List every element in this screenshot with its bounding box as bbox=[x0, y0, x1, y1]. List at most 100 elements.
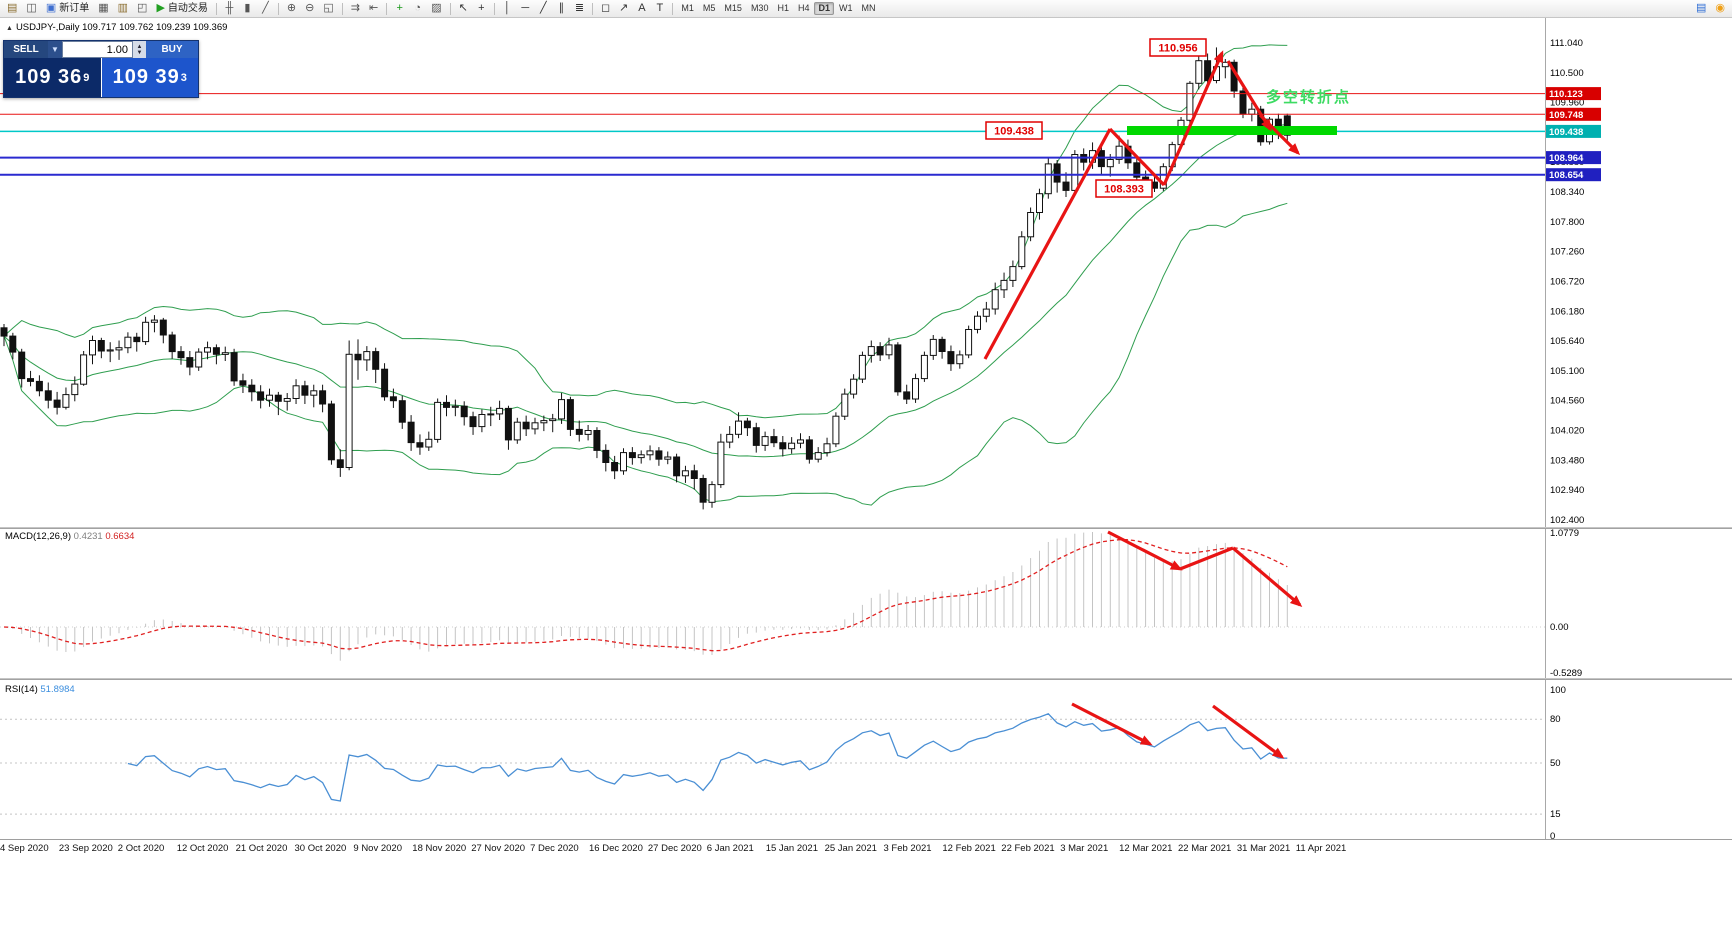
macd-indicator-pane[interactable]: 1.0779 0.00 -0.5289 bbox=[0, 529, 1732, 678]
date-label: 11 Apr 2021 bbox=[1295, 843, 1347, 854]
navigator-button[interactable]: ◰ bbox=[133, 1, 151, 16]
svg-text:109.960: 109.960 bbox=[1550, 98, 1584, 109]
buy-price-pips: 3 bbox=[180, 71, 187, 84]
timeframe-d1-button[interactable]: D1 bbox=[814, 2, 834, 15]
chart-shift-icon: ⇤ bbox=[368, 2, 379, 14]
timeframe-m1-button[interactable]: M1 bbox=[681, 3, 694, 13]
channel-tool-button[interactable]: ∥ bbox=[553, 1, 570, 16]
price-scale[interactable] bbox=[1546, 18, 1732, 855]
zoom-in-icon: ⊕ bbox=[286, 2, 297, 14]
bars-type-button[interactable]: ╫ bbox=[221, 1, 238, 16]
arrows-tool-button[interactable]: ↗ bbox=[615, 1, 632, 16]
new-order-button[interactable]: ▣ 新订单 bbox=[42, 1, 93, 16]
candles-type-button[interactable]: ▮ bbox=[239, 1, 256, 16]
trendline-tool-icon: ╱ bbox=[540, 2, 547, 14]
time-scale[interactable]: 4 Sep 2020 23 Sep 2020 2 Oct 2020 12 Oct 20… bbox=[0, 839, 1732, 856]
templates-button[interactable]: ▨ bbox=[427, 1, 445, 16]
indicators-button[interactable]: + bbox=[391, 1, 408, 16]
profiles-button[interactable]: ◫ bbox=[22, 1, 40, 16]
timeframe-m5-button[interactable]: M5 bbox=[702, 3, 716, 13]
timeframe-h1-button[interactable]: H1 bbox=[777, 3, 789, 13]
date-label: 27 Nov 2020 bbox=[471, 843, 526, 854]
chart-shift-button[interactable]: ⇤ bbox=[365, 1, 382, 16]
label-tool-icon: T bbox=[656, 2, 664, 14]
pane-separator[interactable] bbox=[0, 678, 1732, 680]
periods-button[interactable]: ◔ bbox=[409, 1, 426, 16]
svg-text:110.500: 110.500 bbox=[1550, 68, 1584, 79]
market-watch-icon: ▦ bbox=[98, 2, 109, 14]
sell-price-pips: 9 bbox=[83, 71, 90, 84]
timeframe-mn-button[interactable]: MN bbox=[861, 3, 876, 13]
quotes-button[interactable]: ▤ bbox=[1692, 1, 1710, 16]
svg-text:106.180: 106.180 bbox=[1550, 306, 1584, 317]
svg-text:108.964: 108.964 bbox=[1549, 153, 1584, 164]
tile-windows-button[interactable]: ◱ bbox=[319, 1, 337, 16]
toolbar-separator bbox=[592, 2, 594, 15]
price-chart-pane[interactable]: 110.956 109.438 108.393 多空转折点 111.040 110.500… bbox=[0, 18, 1732, 529]
trade-options-dropdown[interactable]: ▼ bbox=[48, 41, 62, 58]
vline-tool-button[interactable]: │ bbox=[499, 1, 516, 16]
navigator-icon: ◰ bbox=[137, 2, 148, 14]
trendline-tool-button[interactable]: ╱ bbox=[535, 1, 552, 16]
svg-text:105.100: 105.100 bbox=[1550, 366, 1584, 377]
pane-separator[interactable] bbox=[0, 527, 1732, 529]
date-label: 22 Feb 2021 bbox=[1001, 843, 1055, 854]
zoom-out-button[interactable]: ⊖ bbox=[301, 1, 318, 16]
volume-stepper[interactable]: ▲ ▼ bbox=[133, 41, 146, 58]
macd-signal-value: 0.6634 bbox=[105, 531, 135, 542]
date-label: 22 Mar 2021 bbox=[1178, 843, 1232, 854]
data-window-button[interactable]: ▥ bbox=[114, 1, 132, 16]
new-order-label: 新订单 bbox=[59, 2, 90, 14]
new-order-icon: ▣ bbox=[45, 2, 57, 14]
svg-text:107.800: 107.800 bbox=[1550, 217, 1584, 228]
rsi-indicator-label: RSI(14) 51.8984 bbox=[5, 684, 75, 695]
toolbar-separator bbox=[215, 2, 217, 15]
new-chart-button[interactable]: ▤ bbox=[3, 1, 21, 16]
auto-trading-button[interactable]: ▶ 自动交易 bbox=[152, 1, 211, 16]
date-label: 9 Nov 2020 bbox=[353, 843, 402, 854]
timeframe-m15-button[interactable]: M15 bbox=[724, 3, 742, 13]
fibo-tool-button[interactable]: ≣ bbox=[571, 1, 588, 16]
timeframe-h4-button[interactable]: H4 bbox=[797, 3, 810, 13]
zoom-in-button[interactable]: ⊕ bbox=[283, 1, 300, 16]
market-watch-button[interactable]: ▦ bbox=[94, 1, 112, 16]
community-button[interactable]: ◉ bbox=[1711, 1, 1729, 16]
line-type-button[interactable]: ╱ bbox=[257, 1, 274, 16]
crosshair-tool-button[interactable]: + bbox=[473, 1, 490, 16]
cursor-tool-button[interactable]: ↖ bbox=[455, 1, 472, 16]
quotes-icon: ▤ bbox=[1695, 2, 1707, 14]
hline-tool-button[interactable]: ─ bbox=[517, 1, 534, 16]
text-tool-button[interactable]: A bbox=[633, 1, 650, 16]
shapes-tool-button[interactable]: ◻ bbox=[597, 1, 614, 16]
timeframe-w1-button[interactable]: W1 bbox=[839, 3, 853, 13]
date-label: 3 Feb 2021 bbox=[883, 843, 932, 854]
stepper-up-icon[interactable]: ▲ bbox=[136, 43, 143, 50]
fibo-tool-icon: ≣ bbox=[574, 2, 585, 14]
date-label: 27 Dec 2020 bbox=[647, 843, 702, 854]
date-label: 30 Oct 2020 bbox=[294, 843, 347, 854]
sell-button[interactable]: SELL bbox=[4, 41, 48, 58]
toolbar-separator bbox=[493, 2, 495, 15]
svg-text:80: 80 bbox=[1550, 714, 1561, 725]
stepper-down-icon[interactable]: ▼ bbox=[136, 49, 143, 56]
date-label: 21 Oct 2020 bbox=[235, 843, 288, 854]
rsi-name: RSI(14) bbox=[5, 684, 38, 695]
sell-price-button[interactable]: 109 36 9 bbox=[4, 58, 102, 97]
channel-tool-icon: ∥ bbox=[558, 2, 565, 14]
svg-text:50: 50 bbox=[1550, 758, 1561, 769]
svg-text:108.654: 108.654 bbox=[1549, 170, 1584, 181]
toolbar-separator bbox=[386, 2, 388, 15]
toolbar-separator bbox=[449, 2, 451, 15]
buy-button[interactable]: BUY bbox=[146, 41, 198, 58]
auto-scroll-button[interactable]: ⇉ bbox=[347, 1, 364, 16]
label-tool-button[interactable]: T bbox=[651, 1, 668, 16]
timeframe-m30-button[interactable]: M30 bbox=[750, 3, 769, 13]
buy-price-button[interactable]: 109 39 3 bbox=[101, 58, 198, 97]
volume-input[interactable]: 1.00 bbox=[62, 41, 133, 58]
bars-type-icon: ╫ bbox=[225, 2, 234, 14]
rsi-indicator-pane[interactable]: 100 80 50 15 0 bbox=[0, 680, 1732, 839]
community-icon: ◉ bbox=[1715, 2, 1725, 14]
date-label: 6 Jan 2021 bbox=[706, 843, 754, 854]
vline-tool-icon: │ bbox=[503, 2, 511, 14]
svg-text:1.0779: 1.0779 bbox=[1550, 529, 1579, 539]
